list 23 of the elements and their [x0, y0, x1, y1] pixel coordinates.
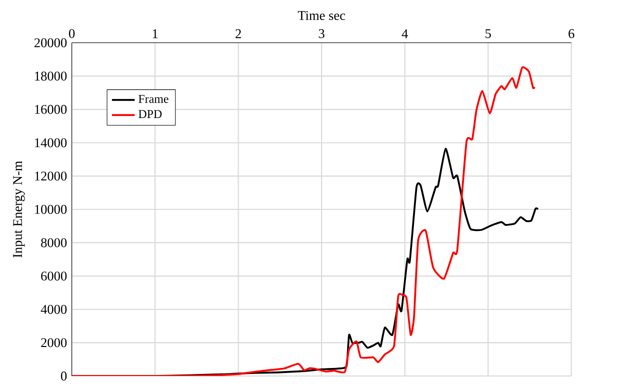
- y-tick-label: 4000: [40, 304, 67, 314]
- y-tick-label: 20000: [34, 38, 67, 48]
- y-axis-title: Input Energy N-m: [13, 160, 25, 258]
- y-tick-label: 16000: [35, 104, 67, 114]
- y-tick-label: 12000: [35, 171, 67, 180]
- x-axis-title: Time sec: [298, 10, 346, 20]
- y-tick-label: 0: [60, 371, 67, 380]
- y-tick-label: 18000: [35, 71, 67, 80]
- y-tick-label: 10000: [35, 204, 67, 214]
- x-tick-label: 2: [236, 29, 241, 38]
- x-tick-label: 4: [402, 29, 408, 38]
- y-tick-label: 2000: [41, 338, 67, 348]
- x-tick-label: 5: [486, 29, 491, 38]
- y-tick-label: 14000: [35, 138, 67, 148]
- y-tick-label: 6000: [41, 271, 67, 280]
- x-tick-label: 6: [568, 29, 574, 38]
- y-tick-label: 8000: [41, 238, 67, 248]
- x-tick-label: 0: [68, 28, 75, 38]
- line-series: [72, 66, 536, 376]
- x-tick-label: 3: [318, 29, 324, 38]
- legend-label: Frame: [138, 94, 168, 103]
- x-tick-label: 1: [152, 29, 158, 38]
- legend-label: DPD: [138, 110, 162, 118]
